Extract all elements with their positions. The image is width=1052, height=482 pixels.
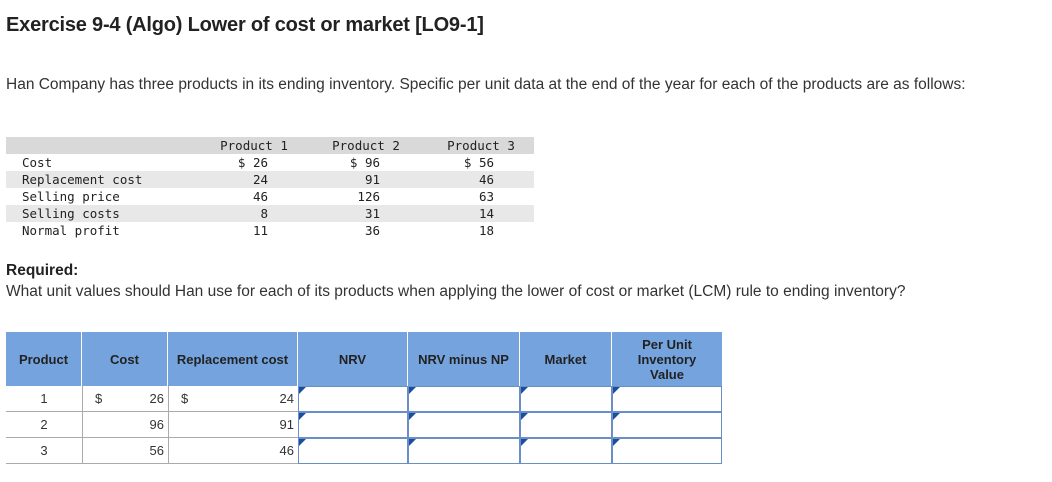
replacement-cost-cell: 46 xyxy=(168,438,298,464)
product-cell: 3 xyxy=(6,438,82,464)
product-data-table: Product 1 Product 2 Product 3 Cost $ 26 … xyxy=(6,137,534,239)
table-row: 1 $ 26 $ 24 xyxy=(6,386,722,412)
header-product-3: Product 3 xyxy=(447,138,515,153)
replacement-cost-value: 46 xyxy=(279,443,294,458)
per-unit-inventory-value-input[interactable] xyxy=(612,412,722,438)
market-input[interactable] xyxy=(520,438,612,464)
col-header-nrv: NRV xyxy=(298,332,408,386)
cost-value: 56 xyxy=(149,443,164,458)
cell: $ 26 xyxy=(237,155,268,170)
cell: 91 xyxy=(364,172,380,187)
dollar-sign: $ xyxy=(95,391,103,406)
product-cell: 2 xyxy=(6,412,82,438)
dollar-sign: $ xyxy=(181,391,189,406)
per-unit-inventory-value-input[interactable] xyxy=(612,386,722,412)
cell: $ 96 xyxy=(349,155,380,170)
table-row: Replacement cost 24 91 46 xyxy=(6,171,534,188)
per-unit-inventory-value-input[interactable] xyxy=(612,438,722,464)
nrv-minus-np-input[interactable] xyxy=(408,386,520,412)
market-input[interactable] xyxy=(520,386,612,412)
cell: 63 xyxy=(478,189,494,204)
cell: 14 xyxy=(478,206,494,221)
replacement-cost-value: 91 xyxy=(279,417,294,432)
nrv-input[interactable] xyxy=(298,412,408,438)
row-label: Normal profit xyxy=(22,223,120,238)
replacement-cost-cell: $ 24 xyxy=(168,386,298,412)
replacement-cost-value: 24 xyxy=(279,391,294,406)
required-label: Required: xyxy=(6,262,79,279)
nrv-minus-np-input[interactable] xyxy=(408,438,520,464)
table-row: Cost $ 26 $ 96 $ 56 xyxy=(6,154,534,171)
cell: 24 xyxy=(252,172,268,187)
nrv-input[interactable] xyxy=(298,438,408,464)
cost-cell: $ 26 xyxy=(82,386,168,412)
cell: 18 xyxy=(478,223,494,238)
col-header-cost: Cost xyxy=(82,332,168,386)
cost-cell: 96 xyxy=(82,412,168,438)
required-text: What unit values should Han use for each… xyxy=(6,283,906,300)
header-product-1: Product 1 xyxy=(220,138,288,153)
cell: 11 xyxy=(252,223,268,238)
col-header-per-unit-inventory-value: Per Unit Inventory Value xyxy=(612,332,722,386)
cost-value: 26 xyxy=(149,391,164,406)
row-label: Cost xyxy=(22,155,53,170)
cell: 46 xyxy=(478,172,494,187)
cell: 8 xyxy=(260,206,268,221)
page-title: Exercise 9-4 (Algo) Lower of cost or mar… xyxy=(6,14,484,36)
table-row: Normal profit 11 36 18 xyxy=(6,222,534,239)
col-header-replacement-cost: Replacement cost xyxy=(168,332,298,386)
row-label: Replacement cost xyxy=(22,172,143,187)
row-label: Selling price xyxy=(22,189,120,204)
market-input[interactable] xyxy=(520,412,612,438)
nrv-minus-np-input[interactable] xyxy=(408,412,520,438)
intro-text: Han Company has three products in its en… xyxy=(6,76,966,93)
cell: 31 xyxy=(364,206,380,221)
header-product-2: Product 2 xyxy=(332,138,400,153)
table-row: Selling price 46 126 63 xyxy=(6,188,534,205)
col-header-nrv-minus-np: NRV minus NP xyxy=(408,332,520,386)
col-header-product: Product xyxy=(6,332,82,386)
col-header-market: Market xyxy=(520,332,612,386)
row-label: Selling costs xyxy=(22,206,120,221)
product-cell: 1 xyxy=(6,386,82,412)
replacement-cost-cell: 91 xyxy=(168,412,298,438)
cost-value: 96 xyxy=(149,417,164,432)
table-row: 3 56 46 xyxy=(6,438,722,464)
cell: $ 56 xyxy=(463,155,494,170)
nrv-input[interactable] xyxy=(298,386,408,412)
table-row: 2 96 91 xyxy=(6,412,722,438)
data-table-header: Product 1 Product 2 Product 3 xyxy=(6,137,534,154)
cell: 36 xyxy=(364,223,380,238)
table-row: Selling costs 8 31 14 xyxy=(6,205,534,222)
cell: 126 xyxy=(357,189,380,204)
cost-cell: 56 xyxy=(82,438,168,464)
cell: 46 xyxy=(252,189,268,204)
